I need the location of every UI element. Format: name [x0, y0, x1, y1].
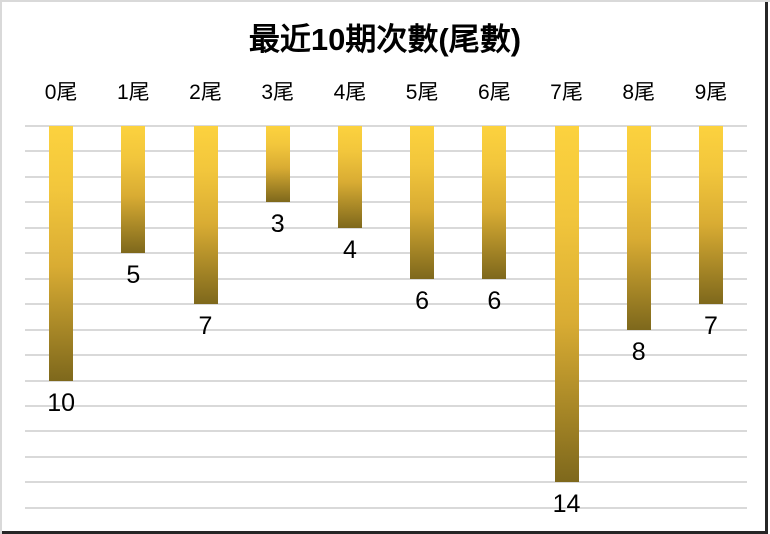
bar: [121, 126, 146, 254]
category-axis: 0尾 1尾 2尾 3尾 4尾 5尾 6尾 7尾 8尾 9尾: [25, 78, 747, 108]
bar-slot: 14: [530, 126, 602, 518]
gridline: [25, 252, 747, 255]
frame-dark-edge-bottom: [2, 531, 768, 534]
bar-series: 10 5 7 3 4 6 6 14 8 7: [25, 126, 747, 518]
bar-value-label: 14: [552, 490, 581, 519]
bar-value-label: 7: [703, 312, 718, 341]
bar-slot: 6: [386, 126, 458, 509]
gridline: [25, 226, 747, 229]
gridline: [25, 150, 747, 153]
gridline: [25, 430, 747, 433]
gridline: [25, 277, 747, 280]
category-label: 3尾: [261, 81, 295, 104]
bar-slot: 6: [458, 126, 530, 509]
gridline: [25, 175, 747, 178]
category-label: 2尾: [189, 81, 222, 104]
frame-dark-edge-right: [765, 2, 768, 534]
bar: [337, 126, 362, 228]
bar: [193, 126, 218, 305]
bar-value-label: 8: [631, 337, 646, 366]
bar-slot: 3: [242, 126, 314, 509]
category-label: 4尾: [333, 81, 367, 104]
bar: [626, 126, 651, 330]
gridline: [25, 303, 747, 306]
bar: [410, 126, 435, 279]
bar-slot: 7: [169, 126, 241, 509]
bar-value-label: 6: [415, 286, 430, 315]
category-label: 6尾: [477, 81, 511, 104]
category-label: 9尾: [694, 81, 728, 104]
category-label: 5尾: [405, 81, 439, 104]
bar-value-label: 10: [47, 388, 75, 417]
bar-slot: 10: [25, 126, 97, 509]
bar-value-label: 5: [126, 261, 141, 290]
gridline: [25, 404, 747, 407]
gridline: [25, 481, 747, 484]
plot-area: 10 5 7 3 4 6 6 14 8 7: [25, 125, 747, 518]
gridline: [25, 506, 747, 509]
bar-slot: 4: [314, 126, 386, 509]
gridline: [25, 328, 747, 331]
gridline: [25, 125, 747, 127]
bar-value-label: 3: [270, 210, 285, 239]
gridline: [25, 354, 747, 357]
bar-slot: 5: [97, 126, 169, 509]
chart-title: 最近10期次數(尾數): [248, 22, 522, 57]
gridline: [25, 379, 747, 382]
bar: [265, 126, 290, 203]
gridline: [25, 455, 747, 458]
bar: [482, 126, 507, 279]
bar-value-label: 7: [198, 312, 213, 341]
bar-slot: 8: [603, 126, 675, 509]
bar-slot: 7: [675, 126, 747, 509]
bar-value-label: 4: [342, 235, 357, 264]
bar: [554, 126, 579, 483]
bar: [49, 126, 74, 381]
gridline: [25, 201, 747, 204]
category-label: 1尾: [116, 81, 150, 104]
category-label: 8尾: [622, 81, 656, 104]
category-label: 7尾: [550, 81, 583, 104]
bar: [698, 126, 723, 305]
category-label: 0尾: [44, 81, 78, 104]
bar-value-label: 6: [487, 286, 502, 315]
